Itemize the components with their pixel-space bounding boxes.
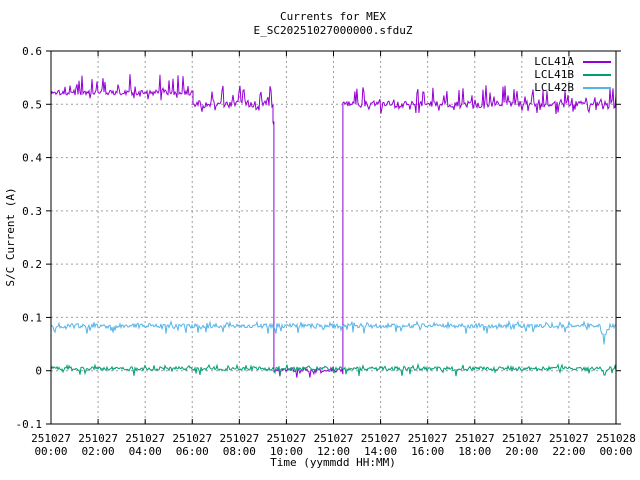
x-tick-time-label: 22:00	[552, 445, 585, 458]
x-tick-time-label: 16:00	[411, 445, 444, 458]
x-tick-date-label: 251027	[172, 432, 212, 445]
x-tick-time-label: 14:00	[364, 445, 397, 458]
legend-swatch-lcl42b	[583, 86, 611, 89]
y-tick-label: 0.5	[22, 98, 42, 111]
x-tick-date-label: 251027	[314, 432, 354, 445]
x-axis-label: Time (yymmdd HH:MM)	[270, 456, 396, 469]
x-tick-date-label: 251028	[596, 432, 636, 445]
series-lcl41a	[50, 74, 617, 378]
plot-frame	[46, 50, 621, 425]
x-tick-time-label: 08:00	[223, 445, 256, 458]
y-tick-label: 0	[35, 365, 42, 378]
x-tick-time-label: 00:00	[599, 445, 632, 458]
x-tick-date-label: 251027	[219, 432, 259, 445]
legend-item-lcl42b: LCL42B	[534, 82, 611, 93]
legend-label-lcl41b: LCL41B	[534, 68, 574, 81]
chart-subtitle: E_SC20251027000000.sfduZ	[254, 24, 413, 37]
x-tick-date-label: 251027	[125, 432, 165, 445]
legend: LCL41A LCL41B LCL42B	[534, 56, 611, 93]
legend-item-lcl41b: LCL41B	[534, 69, 611, 80]
y-tick-label: 0.1	[22, 311, 42, 324]
legend-label-lcl41a: LCL41A	[534, 55, 574, 68]
axis-tick-labels: -0.100.10.20.30.40.50.625102700:00251027…	[16, 45, 636, 458]
legend-item-lcl41a: LCL41A	[534, 56, 611, 67]
legend-label-lcl42b: LCL42B	[534, 81, 574, 94]
x-tick-time-label: 18:00	[458, 445, 491, 458]
x-tick-date-label: 251027	[31, 432, 71, 445]
y-tick-label: 0.2	[22, 258, 42, 271]
x-tick-date-label: 251027	[267, 432, 307, 445]
y-tick-label: 0.4	[22, 152, 42, 165]
x-tick-date-label: 251027	[455, 432, 495, 445]
series-lcl41b	[50, 362, 617, 377]
x-tick-time-label: 12:00	[317, 445, 350, 458]
chart-title: Currents for MEX	[280, 10, 386, 23]
x-tick-date-label: 251027	[502, 432, 542, 445]
x-tick-date-label: 251027	[361, 432, 401, 445]
y-tick-label: 0.3	[22, 205, 42, 218]
x-tick-time-label: 06:00	[176, 445, 209, 458]
grid-lines	[51, 51, 616, 424]
legend-swatch-lcl41b	[583, 73, 611, 76]
x-tick-time-label: 02:00	[82, 445, 115, 458]
data-series	[50, 74, 617, 378]
series-lcl42b	[50, 319, 617, 345]
x-tick-time-label: 00:00	[34, 445, 67, 458]
x-tick-time-label: 10:00	[270, 445, 303, 458]
legend-swatch-lcl41a	[583, 60, 611, 63]
y-axis-label: S/C Current (A)	[4, 187, 17, 286]
x-tick-time-label: 04:00	[129, 445, 162, 458]
x-tick-date-label: 251027	[408, 432, 448, 445]
x-tick-time-label: 20:00	[505, 445, 538, 458]
y-tick-label: -0.1	[16, 418, 43, 431]
y-tick-label: 0.6	[22, 45, 42, 58]
x-tick-date-label: 251027	[78, 432, 118, 445]
x-tick-date-label: 251027	[549, 432, 589, 445]
